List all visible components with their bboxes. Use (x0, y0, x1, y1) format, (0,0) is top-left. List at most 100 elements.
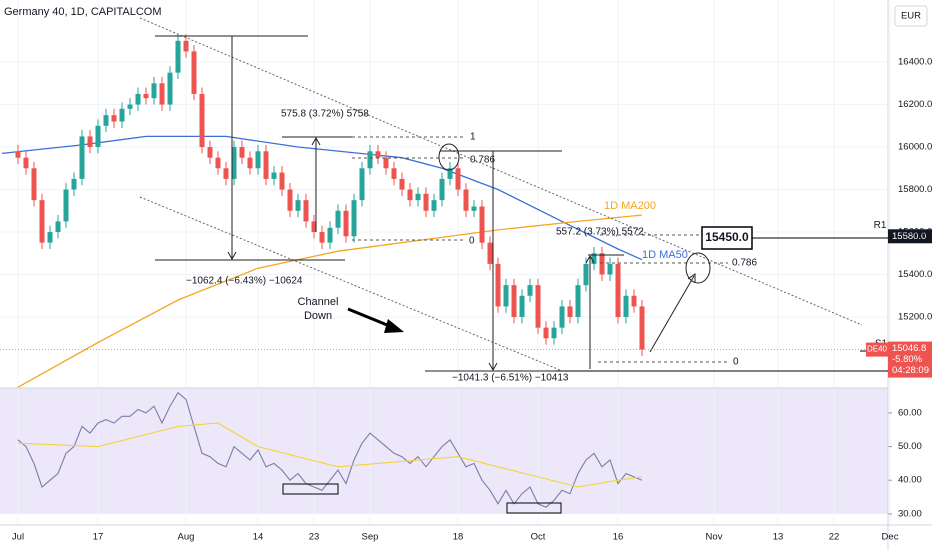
x-tick-label: Aug (178, 532, 195, 543)
annotation: 1 (470, 132, 476, 143)
candle-body (607, 263, 613, 275)
candle-body (359, 168, 365, 201)
x-tick-label: Jul (12, 532, 24, 543)
candle-body (471, 206, 477, 211)
x-tick-label: 16 (613, 532, 624, 543)
candle-body (287, 189, 293, 211)
rsi-tick-label: 30.00 (898, 508, 922, 519)
y-tick-label: 15400.0 (898, 269, 932, 280)
candle-body (199, 93, 205, 148)
candle-body (399, 178, 405, 190)
candle-body (87, 136, 93, 148)
candle-body (39, 200, 45, 243)
candle-body (375, 151, 381, 158)
x-tick-label: 13 (773, 532, 784, 543)
circle (438, 143, 460, 171)
x-tick-label: 22 (829, 532, 840, 543)
rsi-band (0, 388, 888, 514)
candle-body (335, 210, 341, 228)
candle-body (447, 168, 453, 179)
candle-body (239, 147, 245, 158)
candle-body (191, 51, 197, 94)
y-tick-label: 16200.0 (898, 99, 932, 110)
currency-box[interactable] (894, 5, 928, 27)
annotation: −1041.3 (−6.51%) −10413 (452, 373, 569, 384)
candle-body (183, 40, 189, 52)
price-tag (888, 341, 932, 378)
level-label: 15580.0 (892, 231, 926, 242)
candle-body (223, 168, 229, 179)
rsi-tick-label: 60.00 (898, 407, 922, 418)
annotation: 0 (469, 236, 475, 247)
arrow-head (585, 254, 595, 264)
candle-body (559, 306, 565, 328)
x-tick-label: Nov (706, 532, 723, 543)
candle-body (543, 327, 549, 339)
candle-body (271, 172, 277, 179)
arrow-head (488, 362, 498, 372)
candle-body (639, 306, 645, 350)
candle-body (319, 232, 325, 243)
channel-arrow (347, 307, 393, 329)
candle-body (63, 189, 69, 222)
candle-body (207, 147, 213, 158)
ma-label: 1D MA200 (604, 200, 656, 212)
x-tick-label: Oct (531, 532, 546, 543)
candle-body (487, 242, 493, 264)
x-tick-label: 23 (309, 532, 320, 543)
arrow-head (687, 273, 696, 283)
countdown: 04:28:09 (892, 365, 929, 376)
candle-body (351, 200, 357, 237)
x-tick-label: 14 (253, 532, 264, 543)
candle-body (567, 306, 573, 318)
candle-body (551, 327, 557, 339)
candle-body (15, 151, 21, 158)
candle-body (423, 193, 429, 211)
candle-body (455, 168, 461, 190)
arrow-head (311, 136, 321, 146)
annotation: 0.786 (470, 155, 495, 166)
candle-body (247, 157, 253, 169)
candle-body (119, 108, 125, 122)
candle-body (111, 115, 117, 122)
level-tag (888, 229, 932, 244)
rsi-tick-label: 50.00 (898, 441, 922, 452)
candle-body (263, 151, 269, 179)
candle-body (407, 189, 413, 201)
rsi-box (282, 483, 339, 495)
annotation: Channel (298, 296, 339, 308)
candle-body (623, 295, 629, 318)
candle-body (151, 83, 157, 99)
candle-body (391, 168, 397, 179)
candle-body (599, 253, 605, 275)
candle-body (535, 285, 541, 328)
candle-body (583, 263, 589, 286)
candle-body (511, 285, 517, 318)
ma-label: 1D MA50 (642, 249, 688, 261)
last-price: 15046.8 (892, 343, 926, 354)
candle-body (615, 263, 621, 318)
currency: EUR (901, 11, 921, 22)
candle-body (519, 295, 525, 318)
candle-body (463, 189, 469, 211)
x-tick-label: 18 (453, 532, 464, 543)
candle-body (479, 206, 485, 243)
candle-body (631, 295, 637, 307)
candle-body (327, 227, 333, 243)
y-tick-label: 16400.0 (898, 57, 932, 68)
symbol: DE40 (867, 345, 888, 354)
annotation: Down (304, 310, 332, 322)
candle-body (23, 157, 29, 169)
y-tick-label: 15200.0 (898, 312, 932, 323)
candle-body (279, 172, 285, 190)
rsi-box (506, 502, 562, 514)
x-tick-label: 17 (93, 532, 104, 543)
candle-body (303, 200, 309, 222)
candle-body (103, 115, 109, 126)
chart-title: Germany 40, 1D, CAPITALCOM (4, 6, 162, 18)
rsi-tick-label: 40.00 (898, 475, 922, 486)
candle-body (47, 232, 53, 243)
candle-body (367, 151, 373, 169)
candle-body (255, 151, 261, 169)
